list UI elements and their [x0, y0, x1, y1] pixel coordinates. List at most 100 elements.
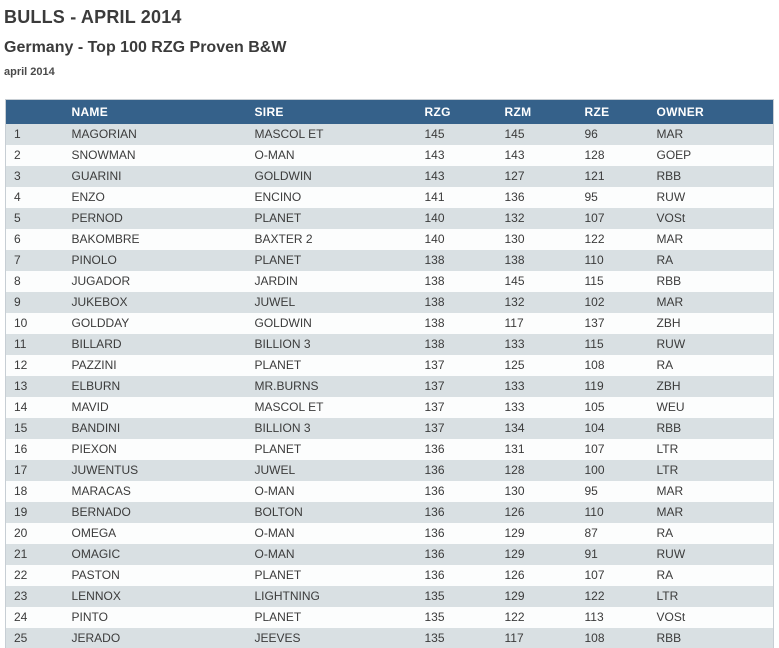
cell-rank: 4: [14, 190, 21, 204]
header-cell-rzg: RZG: [416, 99, 497, 124]
cell-rank: 14: [14, 400, 28, 414]
cell-sire: GOLDWIN: [254, 316, 312, 330]
cell-rzg: 137: [424, 421, 445, 435]
cell-rzm: 129: [504, 589, 525, 603]
cell-sire: JARDIN: [254, 274, 298, 288]
table-row: 20 OMEGA O-MAN 136 129 87 RA: [5, 522, 774, 544]
cell-sire: PLANET: [254, 610, 302, 624]
cell-rze: 107: [584, 211, 605, 225]
cell-name: GOLDDAY: [71, 316, 130, 330]
cell-name: PERNOD: [71, 211, 123, 225]
cell-rze: 91: [584, 547, 598, 561]
table-body: 1 MAGORIAN MASCOL ET 145 145 96 MAR 2 SNOWMAN O-M…: [5, 123, 774, 648]
table-header: NAME SIRE RZG RZM RZE OWNER: [5, 99, 774, 124]
cell-rank: 17: [14, 463, 28, 477]
cell-rze: 113: [584, 610, 604, 624]
table-row: 10 GOLDDAY GOLDWIN 138 117 137 ZBH: [5, 312, 774, 334]
cell-rzg: 143: [424, 148, 445, 162]
cell-rzm: 134: [504, 421, 525, 435]
cell-rzg: 136: [424, 442, 445, 456]
cell-owner: ZBH: [656, 379, 681, 393]
cell-owner: RBB: [656, 630, 682, 645]
cell-rank: 13: [14, 379, 28, 393]
cell-name: BERNADO: [71, 505, 131, 519]
table-row: 18 MARACAS O-MAN 136 130 95 MAR: [5, 480, 774, 502]
cell-rzm: 122: [504, 610, 525, 624]
cell-sire: BILLION 3: [254, 421, 311, 435]
cell-name: JUGADOR: [71, 274, 131, 288]
cell-rank: 16: [14, 442, 28, 456]
cell-owner: MAR: [656, 505, 684, 519]
cell-name: LENNOX: [71, 589, 121, 603]
cell-rank: 23: [14, 589, 28, 603]
cell-sire: PLANET: [254, 442, 302, 456]
cell-rank: 9: [14, 295, 21, 309]
cell-sire: MR.BURNS: [254, 379, 319, 393]
cell-rzm: 145: [504, 274, 525, 288]
cell-owner: GOEP: [656, 148, 692, 162]
cell-rze: 95: [584, 484, 598, 498]
cell-rzg: 136: [424, 484, 445, 498]
cell-sire: PLANET: [254, 358, 302, 372]
date-label: april 2014: [4, 66, 55, 78]
cell-rze: 95: [584, 190, 598, 204]
header-cell-rank: [5, 99, 64, 124]
cell-rank: 25: [14, 630, 28, 645]
table-row: 24 PINTO PLANET 135 122 113 VOSt: [5, 606, 774, 628]
table-row: 12 PAZZINI PLANET 137 125 108 RA: [5, 354, 774, 376]
cell-rzm: 130: [504, 232, 525, 246]
cell-owner: LTR: [656, 589, 679, 603]
cell-sire: LIGHTNING: [254, 589, 320, 603]
cell-name: SNOWMAN: [71, 148, 136, 162]
table-row: 13 ELBURN MR.BURNS 137 133 119 ZBH: [5, 375, 774, 397]
cell-rzm: 125: [504, 358, 525, 372]
cell-sire: PLANET: [254, 253, 302, 267]
cell-name: MAGORIAN: [71, 127, 137, 141]
cell-rzg: 136: [424, 526, 445, 540]
table-row: 2 SNOWMAN O-MAN 143 143 128 GOEP: [5, 144, 774, 166]
cell-sire: JEEVES: [254, 630, 301, 645]
cell-rzg: 138: [424, 295, 445, 309]
cell-rze: 108: [584, 630, 605, 645]
cell-rzm: 130: [504, 484, 525, 498]
table-row: 11 BILLARD BILLION 3 138 133 115 RUW: [5, 333, 774, 355]
cell-sire: BAXTER 2: [254, 232, 313, 246]
cell-rzg: 135: [424, 589, 445, 603]
table-header-row: NAME SIRE RZG RZM RZE OWNER: [5, 99, 774, 124]
cell-name: JUWENTUS: [71, 463, 139, 477]
cell-rzm: 131: [504, 442, 525, 456]
cell-rank: 10: [14, 316, 28, 330]
cell-rze: 119: [584, 379, 604, 393]
table-row: 21 OMAGIC O-MAN 136 129 91 RUW: [5, 543, 774, 565]
cell-name: OMAGIC: [71, 547, 121, 561]
table-row: 6 BAKOMBRE BAXTER 2 140 130 122 MAR: [5, 228, 774, 250]
cell-name: BILLARD: [71, 337, 122, 351]
cell-rank: 7: [14, 253, 21, 267]
cell-rzm: 133: [504, 400, 525, 414]
table-row: 19 BERNADO BOLTON 136 126 110 MAR: [5, 501, 774, 523]
cell-rzm: 136: [504, 190, 525, 204]
cell-rank: 21: [14, 547, 28, 561]
cell-rze: 115: [584, 337, 604, 351]
cell-rank: 8: [14, 274, 21, 288]
cell-sire: PLANET: [254, 568, 302, 582]
cell-owner: RBB: [656, 274, 682, 288]
cell-rze: 105: [584, 400, 605, 414]
table-row: 4 ENZO ENCINO 141 136 95 RUW: [5, 186, 774, 208]
cell-rzg: 135: [424, 630, 445, 645]
cell-rzg: 136: [424, 547, 445, 561]
cell-rzm: 129: [504, 526, 525, 540]
cell-rze: 102: [584, 295, 605, 309]
cell-owner: MAR: [656, 484, 684, 498]
header-cell-rze: RZE: [576, 99, 649, 124]
cell-rzg: 137: [424, 400, 445, 414]
cell-name: PAZZINI: [71, 358, 117, 372]
table-row: 16 PIEXON PLANET 136 131 107 LTR: [5, 438, 774, 460]
cell-rzm: 128: [504, 463, 525, 477]
cell-rzg: 138: [424, 316, 445, 330]
cell-rze: 110: [584, 505, 604, 519]
cell-name: GUARINI: [71, 169, 122, 183]
cell-rzm: 133: [504, 337, 525, 351]
cell-name: PASTON: [71, 568, 120, 582]
cell-sire: JUWEL: [254, 295, 296, 309]
